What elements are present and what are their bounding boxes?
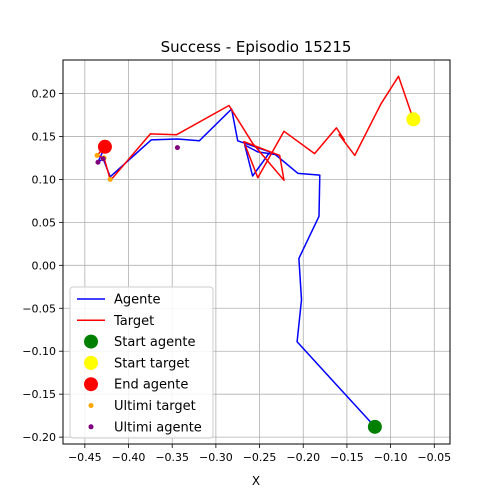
x-tick-label: −0.30 <box>199 451 233 464</box>
x-axis-label: X <box>252 474 260 488</box>
x-tick-label: −0.25 <box>243 451 277 464</box>
legend-swatch-end-agente <box>84 377 98 392</box>
marker-start-agente <box>367 419 382 434</box>
marker-ultimi-agente <box>95 159 101 165</box>
x-tick-label: −0.05 <box>417 451 451 464</box>
series-layer <box>94 75 421 434</box>
legend-label-start-target: Start target <box>114 356 189 371</box>
grid <box>63 60 450 444</box>
y-tick-label: 0.15 <box>32 130 57 143</box>
y-tick-label: −0.05 <box>22 302 56 315</box>
y-tick-label: 0.05 <box>32 216 57 229</box>
x-tick-label: −0.10 <box>374 451 408 464</box>
y-tick-label: 0.10 <box>32 173 57 186</box>
marker-end-agente <box>97 139 112 154</box>
legend-box <box>69 286 214 439</box>
legend-swatch-ultimi-agente <box>88 424 94 430</box>
legend-label-ultimi-target: Ultimi target <box>114 399 196 414</box>
legend: Agente Target Start agente Start target End … <box>69 286 214 439</box>
y-tick-label: 0.00 <box>32 259 57 272</box>
x-tick-label: −0.20 <box>286 451 320 464</box>
y-tick-label: −0.10 <box>22 345 56 358</box>
marker-ultimi-agente <box>100 156 106 162</box>
legend-swatch-start-target <box>84 355 98 370</box>
plot-frame <box>62 59 451 445</box>
legend-label-ultimi-agente: Ultimi agente <box>114 420 202 435</box>
legend-label-agente: Agente <box>114 293 160 308</box>
x-tick-label: −0.45 <box>68 451 102 464</box>
y-tick-label: 0.20 <box>32 88 57 101</box>
legend-swatch-start-agente <box>84 334 98 349</box>
legend-swatch-ultimi-target <box>88 403 94 408</box>
x-tick-label: −0.40 <box>112 451 146 464</box>
chart-title: Success - Episodio 15215 <box>161 38 352 56</box>
legend-label-end-agente: End agente <box>114 378 188 393</box>
marker-ultimi-target <box>94 152 100 158</box>
x-tick-label: −0.35 <box>155 451 189 464</box>
x-tick-label: −0.15 <box>330 451 364 464</box>
marker-start-target <box>406 112 421 127</box>
y-tick-label: −0.20 <box>22 431 56 444</box>
legend-label-target: Target <box>113 314 154 329</box>
y-tick-label: −0.15 <box>22 388 56 401</box>
legend-label-start-agente: Start agente <box>114 335 195 350</box>
marker-ultimi-agente <box>174 145 180 151</box>
marker-ultimi-target <box>107 176 113 182</box>
axis-ticks: −0.45 −0.40 −0.35 −0.30 −0.25 −0.20 −0.15 −0.10… <box>22 88 451 464</box>
